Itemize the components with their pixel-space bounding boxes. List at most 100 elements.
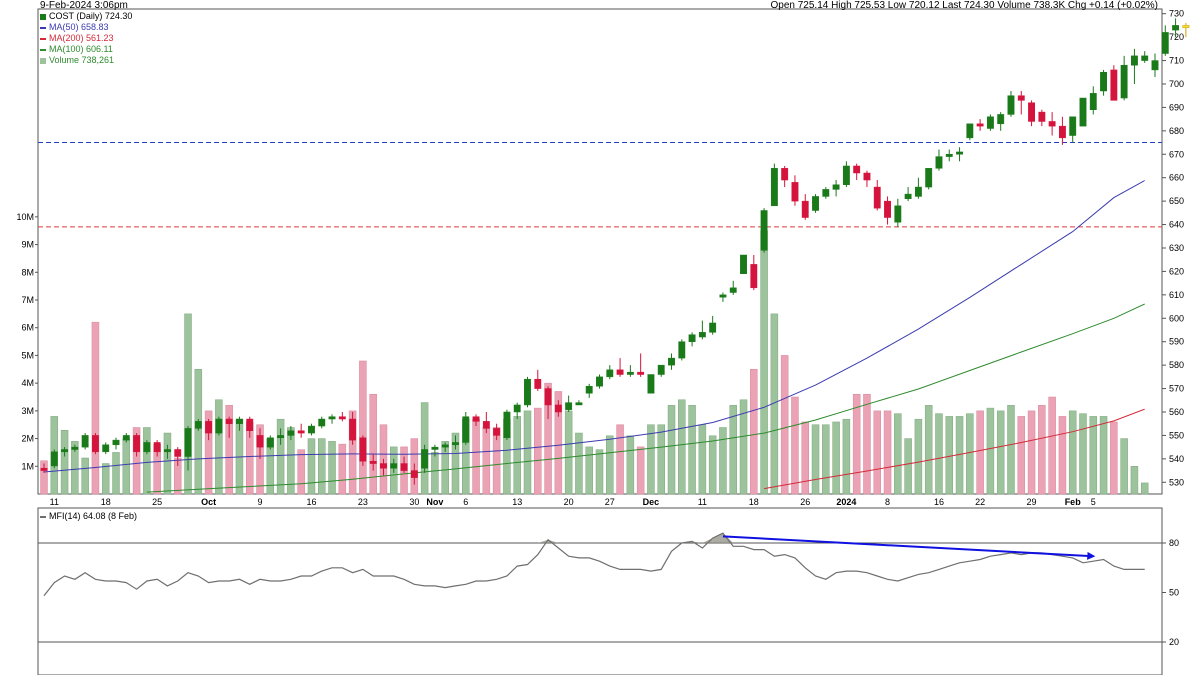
- volume-tick-label: 10M: [16, 212, 34, 222]
- candle-body: [1182, 25, 1190, 28]
- volume-bar: [719, 427, 727, 495]
- price-tick-label: 690: [1169, 102, 1184, 112]
- mfi-legend: MFI(14) 64.08 (8 Feb): [40, 511, 137, 522]
- candle-body: [688, 334, 696, 342]
- candle-body: [81, 435, 89, 448]
- price-tick-label: 720: [1169, 32, 1184, 42]
- volume-bar: [348, 410, 357, 495]
- volume-bar: [986, 407, 995, 495]
- candle-body: [122, 435, 130, 441]
- candle-body: [174, 449, 182, 457]
- candle-body: [390, 463, 398, 469]
- candle-body: [945, 154, 953, 157]
- volume-bar: [678, 399, 686, 495]
- candle-body: [61, 449, 69, 453]
- candle-body: [647, 374, 655, 394]
- volume-bar: [1120, 438, 1128, 495]
- candle-body: [832, 184, 840, 190]
- volume-tick-label: 3M: [21, 406, 34, 416]
- candle-body: [884, 200, 891, 218]
- volume-tick-label: 2M: [21, 434, 34, 444]
- mfi-tick-label: 50: [1169, 588, 1179, 598]
- mfi-swatch: [40, 515, 46, 518]
- volume-tick-label: 8M: [21, 267, 34, 277]
- candle-body: [914, 186, 922, 197]
- volume-bar: [626, 435, 635, 495]
- mfi-divergence-arrow: [722, 535, 1096, 560]
- candle-body: [719, 294, 727, 298]
- candle-body: [431, 446, 439, 450]
- candle-body: [1058, 125, 1066, 139]
- volume-bar: [472, 418, 480, 495]
- price-tick-label: 570: [1169, 384, 1184, 394]
- legend-volume: Volume 738,261: [40, 55, 132, 66]
- candle-body: [770, 168, 778, 207]
- volume-bar: [791, 396, 799, 495]
- volume-tick-label: 5M: [21, 350, 34, 360]
- legend-symbol-text: COST (Daily) 724.30: [49, 11, 133, 21]
- volume-bar: [338, 443, 347, 495]
- price-tick-label: 670: [1169, 149, 1184, 159]
- candle-body: [50, 451, 58, 467]
- candle-body: [1120, 64, 1128, 99]
- price-tick-label: 660: [1169, 173, 1184, 183]
- volume-tick-label: 1M: [21, 461, 34, 471]
- candle-body: [904, 193, 912, 200]
- volume-bar: [1017, 416, 1026, 495]
- volume-bar: [883, 410, 892, 495]
- mfi-overbought-fill: [722, 533, 734, 544]
- mfi-legend-text: MFI(14) 64.08 (8 Feb): [49, 511, 138, 521]
- volume-bar: [564, 410, 573, 495]
- volume-bar: [1130, 466, 1139, 495]
- date-tick-label: 23: [358, 497, 368, 507]
- volume-bar: [996, 410, 1005, 495]
- candle-body: [596, 376, 603, 387]
- mfi-panel-frame: [37, 507, 1163, 675]
- volume-bar: [297, 449, 305, 495]
- volume-bar: [81, 457, 89, 495]
- volume-bar: [966, 413, 974, 495]
- volume-bar: [842, 418, 851, 495]
- ma100-swatch: [40, 48, 46, 51]
- candle-body: [462, 416, 470, 443]
- volume-bar: [760, 230, 768, 495]
- date-tick-label: 11: [698, 497, 707, 507]
- volume-bar: [1099, 416, 1108, 495]
- volume-bar: [184, 313, 192, 495]
- candle-body: [585, 385, 593, 394]
- date-tick-label: 2024: [836, 497, 856, 507]
- volume-bar: [976, 410, 984, 495]
- candle-body: [1007, 95, 1015, 115]
- candle-body: [616, 369, 624, 375]
- candle-body: [986, 116, 994, 129]
- candle-body: [287, 430, 295, 436]
- volume-bar: [708, 435, 717, 495]
- volume-tick-label: 9M: [21, 240, 34, 250]
- candle-body: [534, 378, 542, 389]
- mfi-overbought-fill: [702, 538, 713, 544]
- volume-bar: [852, 393, 861, 495]
- volume-bar: [585, 446, 593, 495]
- candle-body: [668, 357, 675, 366]
- volume-bar: [873, 410, 881, 495]
- price-tick-label: 640: [1169, 220, 1184, 230]
- candle-body: [729, 287, 737, 293]
- date-tick-label: 22: [975, 497, 985, 507]
- candle-body: [976, 123, 984, 127]
- volume-tick-label: 7M: [21, 295, 34, 305]
- volume-bar: [822, 424, 830, 495]
- volume-bar: [431, 452, 439, 495]
- volume-bar: [554, 391, 563, 495]
- candle-body: [338, 416, 346, 420]
- volume-bar: [750, 369, 758, 495]
- date-tick-label: 29: [1027, 497, 1037, 507]
- legend-ma200: MA(200) 561.23: [40, 33, 132, 44]
- price-tick-label: 600: [1169, 313, 1184, 323]
- volume-bar: [729, 405, 737, 495]
- mfi-overbought-fill: [537, 539, 549, 544]
- candle-body: [750, 264, 758, 289]
- volume-bar: [451, 432, 460, 495]
- date-tick-label: 16: [306, 497, 316, 507]
- candle-body: [1048, 121, 1056, 127]
- date-tick-label: 13: [512, 497, 522, 507]
